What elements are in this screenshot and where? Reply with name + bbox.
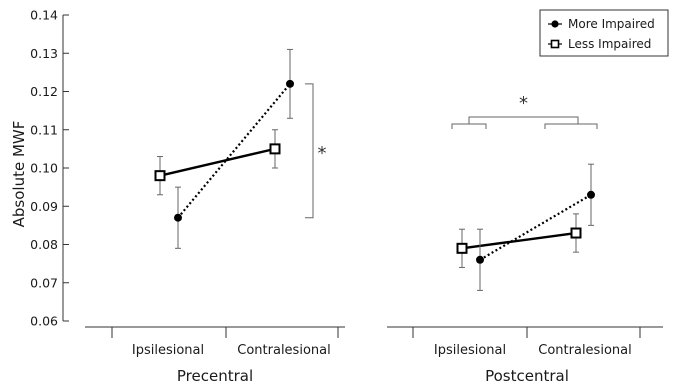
point-more-impaired-ipsilesional (476, 255, 484, 264)
y-tick-label: 0.08 (30, 237, 58, 252)
y-tick-label: 0.10 (30, 161, 58, 176)
significance-star: * (519, 93, 528, 114)
significance-bracket (305, 83, 314, 219)
point-more-impaired-contralesional (286, 79, 294, 88)
significance-star: * (318, 143, 327, 164)
legend-marker-filled-circle (551, 20, 559, 28)
legend-label-more-impaired: More Impaired (568, 17, 655, 31)
significance-bracket-right (544, 123, 598, 129)
x-tick-label-ipsilesional: Ipsilesional (132, 343, 204, 358)
x-tick-label-contralesional: Contralesional (538, 343, 631, 358)
y-tick-label: 0.06 (30, 314, 58, 329)
significance-bracket-top (468, 116, 579, 124)
significance-bracket-left (451, 123, 487, 129)
y-tick-label: 0.09 (30, 199, 58, 214)
panel-precentral: Ipsilesional Contralesional Precentral * (85, 48, 345, 385)
legend-box (539, 9, 669, 57)
point-less-impaired-ipsilesional (456, 242, 468, 254)
point-more-impaired-contralesional (587, 190, 595, 199)
series-line-more-impaired (479, 193, 592, 261)
panel-postcentral: Ipsilesional Contralesional Postcentral * (387, 93, 663, 385)
group-title-precentral: Precentral (177, 367, 253, 385)
y-tick-label: 0.14 (30, 8, 58, 23)
point-more-impaired-ipsilesional (174, 213, 182, 222)
group-title-postcentral: Postcentral (485, 367, 569, 385)
y-tick-label: 0.12 (30, 84, 58, 99)
x-tick-label-contralesional: Contralesional (237, 343, 330, 358)
y-tick-label: 0.13 (30, 46, 58, 61)
legend-marker-open-square (550, 39, 560, 49)
x-tick-label-ipsilesional: Ipsilesional (434, 343, 506, 358)
chart-panels: Ipsilesional ContralesionalPrecentral*Ips… (85, 48, 663, 385)
y-tick-label: 0.07 (30, 275, 58, 290)
legend-label-less-impaired: Less Impaired (568, 37, 651, 51)
y-axis: 0.06 0.07 0.08 0.09 0.10 0.11 0.12 0.13 0.14 (30, 8, 69, 329)
y-tick-label: 0.11 (30, 122, 58, 137)
point-less-impaired-contralesional (269, 143, 281, 155)
point-less-impaired-contralesional (570, 227, 582, 239)
y-axis-title: Absolute MWF (10, 121, 28, 228)
series-line-more-impaired (177, 83, 291, 219)
series-line-less-impaired (159, 147, 276, 177)
legend: More Impaired Less Impaired (539, 9, 669, 57)
series-line-less-impaired (461, 231, 577, 250)
point-less-impaired-ipsilesional (154, 170, 166, 182)
